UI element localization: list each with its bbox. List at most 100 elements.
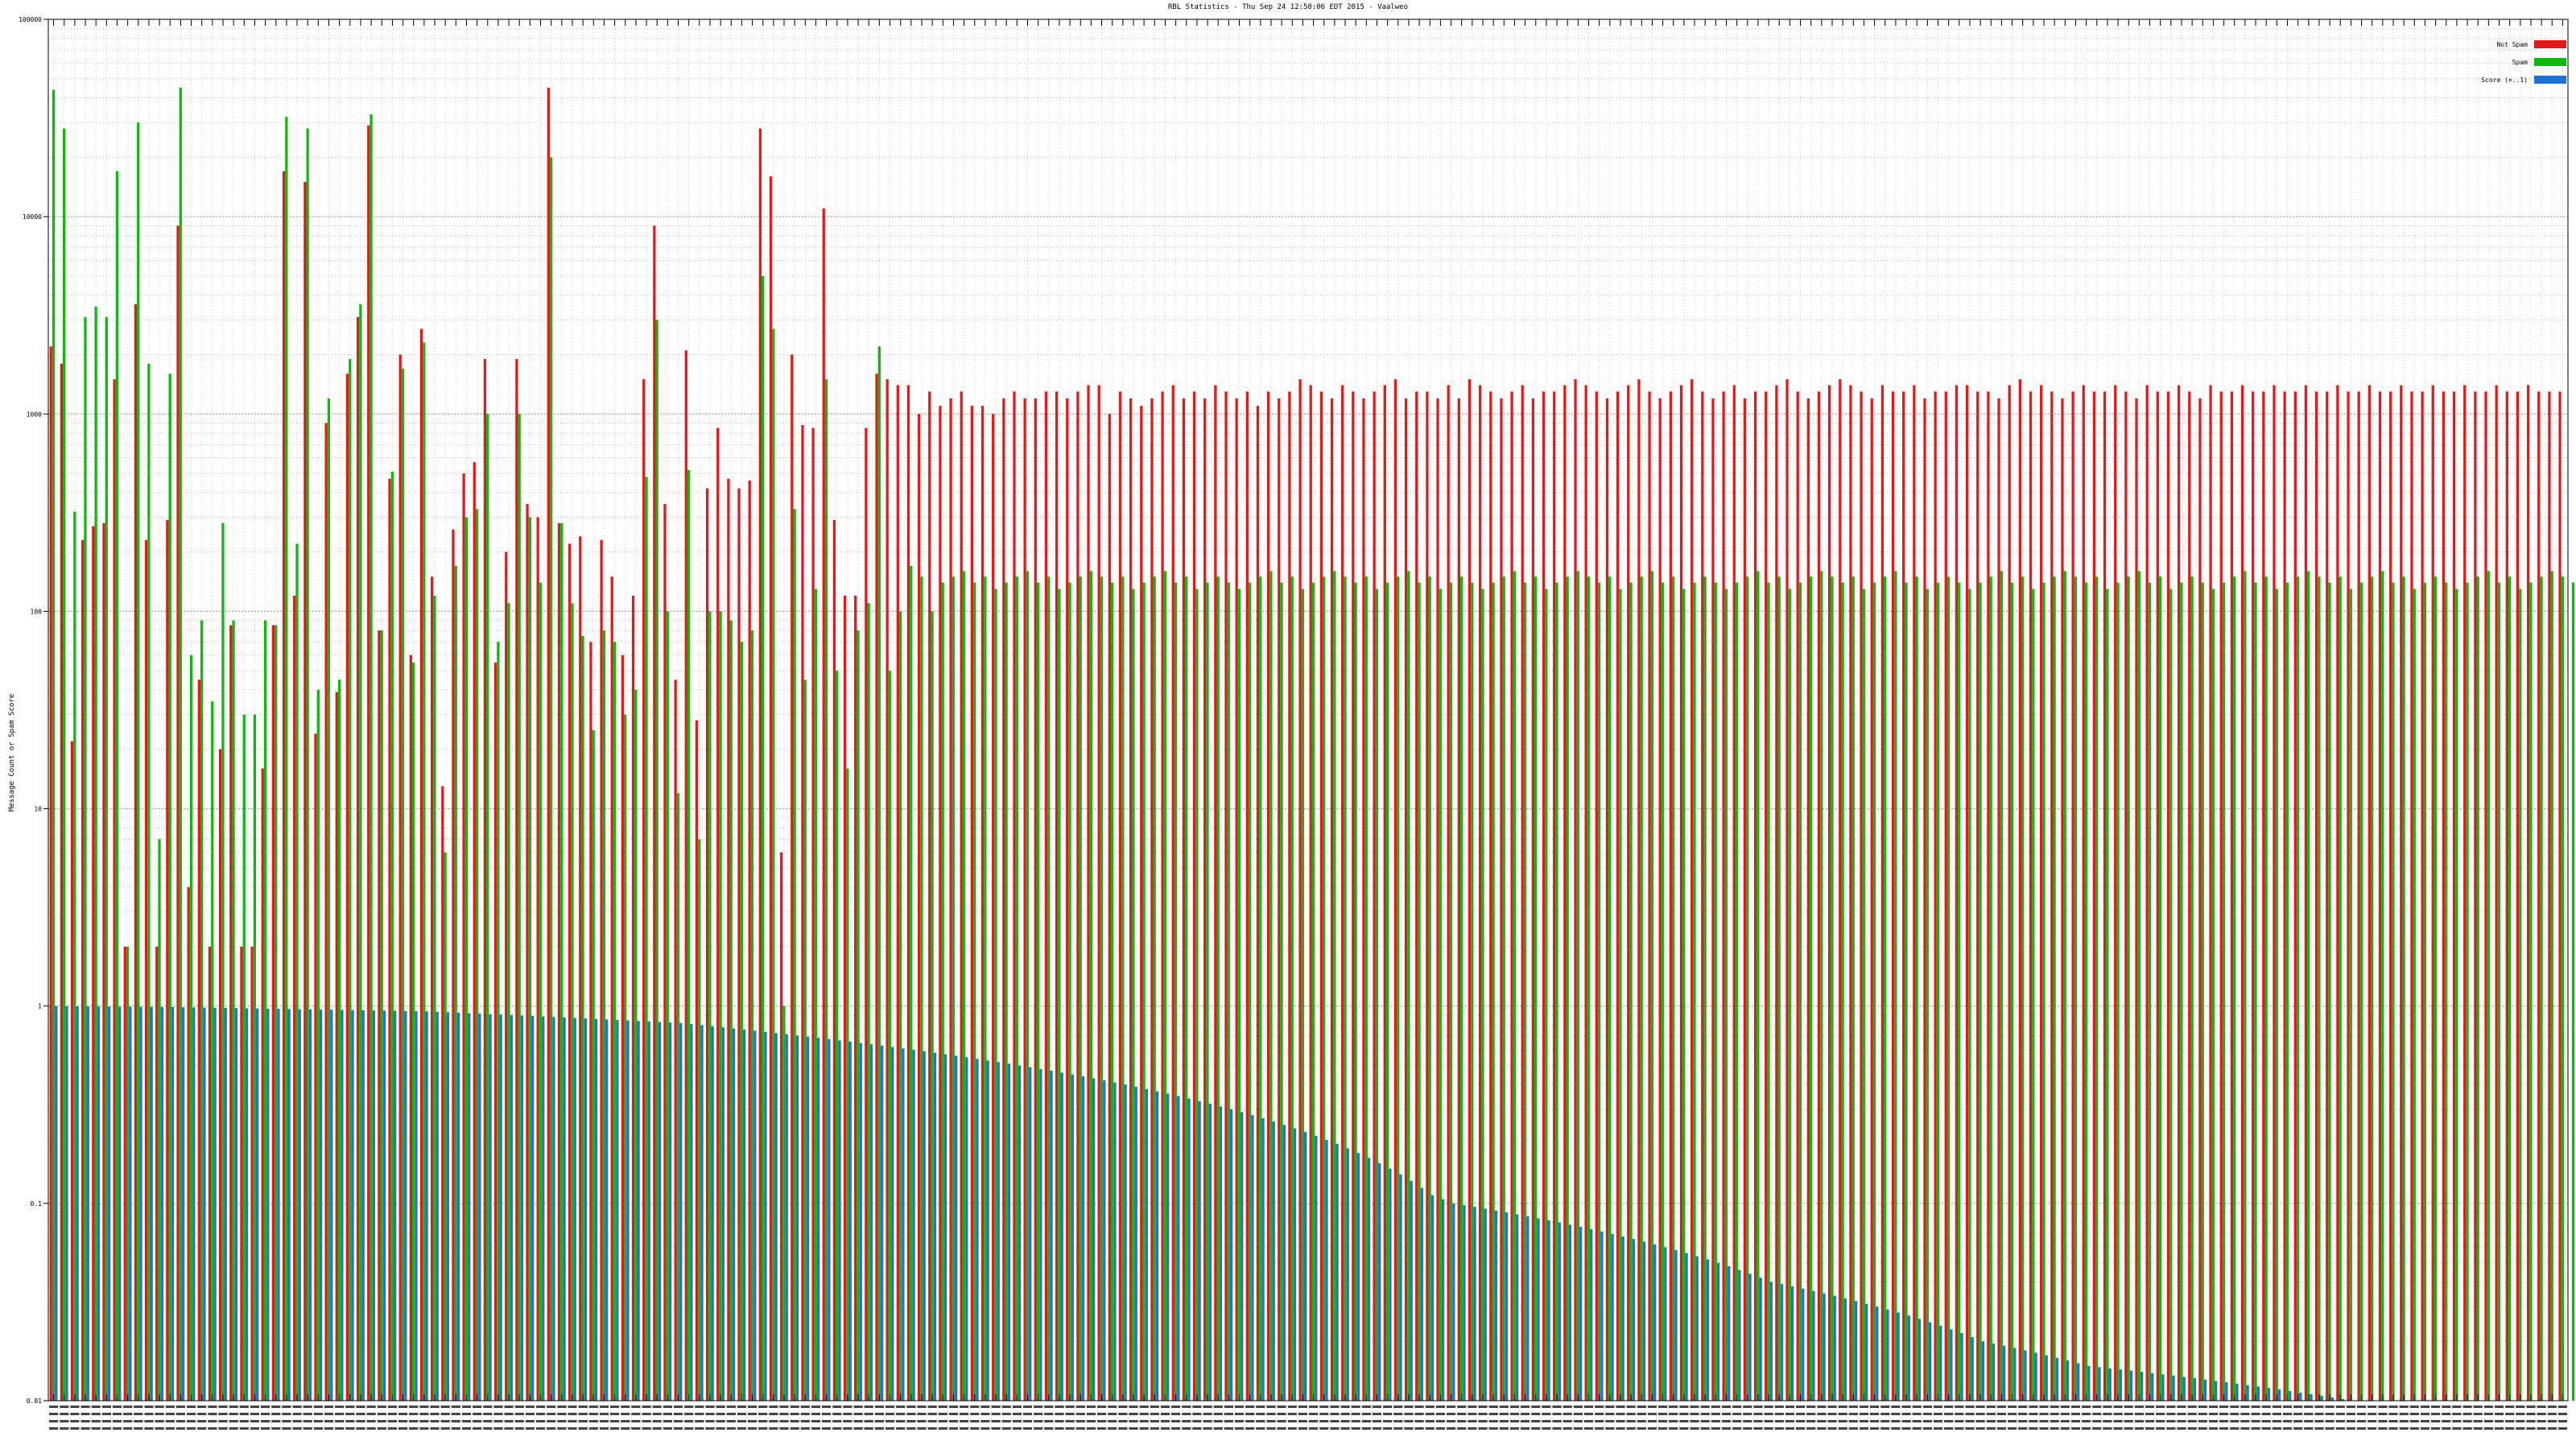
bar-2 <box>965 1057 968 1401</box>
bar-1 <box>200 620 204 1401</box>
x-tick-label-mark <box>1044 1413 1054 1415</box>
x-tick-label-mark <box>1340 1413 1350 1415</box>
bar-0 <box>2526 385 2530 1402</box>
x-tick-label-mark <box>1891 1413 1901 1415</box>
x-tick-label-mark <box>1626 1413 1636 1415</box>
x-tick-label-mark <box>70 1406 80 1408</box>
x-tick-label-mark <box>568 1413 577 1415</box>
x-tick-label-mark <box>874 1406 884 1408</box>
x-tick-label-mark <box>461 1427 472 1430</box>
bar-1 <box>1089 571 1092 1401</box>
bar-0 <box>1203 398 1207 1401</box>
bar-1 <box>1121 576 1125 1401</box>
x-tick-label-mark <box>2304 1413 2314 1415</box>
x-tick-label-mark <box>1256 1420 1265 1422</box>
bar-0 <box>758 128 762 1401</box>
bar-2 <box>2299 1392 2302 1401</box>
x-tick-label-mark <box>187 1413 196 1415</box>
x-tick-label-mark <box>2113 1420 2123 1422</box>
x-tick-label-mark <box>1055 1427 1064 1430</box>
bar-1 <box>1110 582 1114 1401</box>
x-tick-label-mark <box>261 1420 270 1422</box>
bar-0 <box>229 625 233 1401</box>
bar-2 <box>1823 1293 1826 1401</box>
bar-1 <box>962 571 966 1401</box>
x-tick-label-mark <box>800 1427 810 1430</box>
x-tick-label-mark <box>430 1406 440 1408</box>
x-tick-label-mark <box>2082 1427 2091 1430</box>
x-tick-label-mark <box>1012 1420 1022 1422</box>
y-tick-label: 10 <box>34 806 42 813</box>
x-tick-label-mark <box>261 1406 270 1408</box>
bar-1 <box>1026 571 1030 1401</box>
bar-1 <box>401 368 405 1401</box>
x-tick-label-mark <box>2357 1427 2367 1430</box>
bar-0 <box>2516 391 2520 1402</box>
bar-0 <box>1521 385 1524 1402</box>
x-tick-label-mark <box>1012 1427 1022 1430</box>
bar-2 <box>542 1016 545 1401</box>
bar-0 <box>2548 391 2551 1402</box>
x-tick-label-mark <box>568 1420 577 1422</box>
x-tick-label-mark <box>948 1413 959 1415</box>
bar-2 <box>107 1006 111 1401</box>
bar-2 <box>764 1031 767 1401</box>
bar-0 <box>1192 391 1196 1402</box>
bar-0 <box>1553 391 1556 1402</box>
x-tick-label-mark <box>493 1406 503 1408</box>
bar-2 <box>1124 1084 1127 1401</box>
bar-0 <box>970 406 974 1401</box>
x-tick-label-mark <box>2431 1420 2441 1422</box>
x-tick-label-mark <box>313 1427 323 1430</box>
x-tick-label-mark <box>1266 1413 1276 1415</box>
x-tick-label-mark <box>1171 1420 1181 1422</box>
x-tick-label-mark <box>2261 1420 2271 1422</box>
bar-2 <box>1897 1312 1900 1401</box>
bar-2 <box>2013 1348 2017 1401</box>
bar-1 <box>2084 582 2088 1401</box>
x-tick-label-mark <box>2505 1413 2515 1415</box>
bar-1 <box>2423 582 2427 1401</box>
x-tick-label-mark <box>673 1420 683 1422</box>
x-tick-label-mark <box>197 1427 207 1430</box>
x-tick-label-mark <box>1224 1427 1233 1430</box>
bar-1 <box>2561 576 2564 1401</box>
x-tick-label-mark <box>271 1406 281 1408</box>
bar-2 <box>933 1052 936 1401</box>
bar-0 <box>1806 398 1810 1401</box>
x-tick-label-mark <box>1150 1413 1159 1415</box>
bar-0 <box>303 181 307 1402</box>
x-tick-label-mark <box>2516 1420 2525 1422</box>
bar-1 <box>1216 576 1220 1401</box>
x-tick-label-mark <box>451 1420 460 1422</box>
x-tick-label-mark <box>461 1413 472 1415</box>
x-tick-label-mark <box>885 1427 895 1430</box>
x-tick-label-mark <box>2293 1413 2303 1415</box>
bar-2 <box>2246 1385 2249 1401</box>
x-tick-label-mark <box>1097 1420 1107 1422</box>
x-tick-label-mark <box>2388 1406 2398 1408</box>
bar-0 <box>2082 385 2085 1402</box>
x-tick-label-mark <box>1827 1413 1837 1415</box>
x-tick-label-mark <box>1690 1413 1699 1415</box>
bar-2 <box>171 1007 175 1401</box>
x-tick-label-mark <box>1383 1420 1393 1422</box>
x-tick-label-mark <box>1488 1420 1498 1422</box>
x-tick-label-mark <box>504 1406 514 1408</box>
x-tick-label-mark <box>938 1420 947 1422</box>
x-tick-label-mark <box>1001 1406 1011 1408</box>
x-tick-label-mark <box>1509 1427 1520 1430</box>
x-tick-label-mark <box>525 1406 535 1408</box>
x-tick-label-mark <box>2177 1406 2186 1408</box>
bar-1 <box>2550 571 2553 1401</box>
x-tick-label-mark <box>2272 1427 2281 1430</box>
bar-1 <box>1852 576 1855 1401</box>
legend-swatch-spam <box>2534 58 2566 66</box>
bar-0 <box>1489 391 1492 1402</box>
bar-1 <box>994 588 997 1401</box>
bar-0 <box>2156 391 2159 1402</box>
x-tick-label-mark <box>165 1427 175 1430</box>
bar-0 <box>2071 391 2074 1402</box>
x-tick-label-mark <box>621 1427 630 1430</box>
bar-2 <box>2119 1369 2122 1401</box>
